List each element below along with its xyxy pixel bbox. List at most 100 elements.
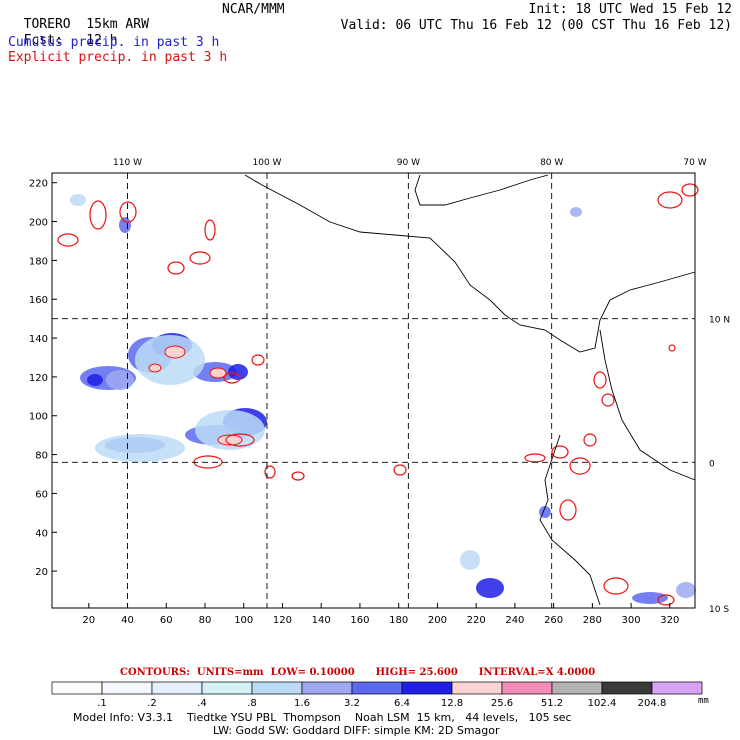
x-tick-label: 120 (273, 615, 292, 626)
contour-interval: INTERVAL=X 4.0000 (478, 667, 596, 678)
explicit-contour (89, 200, 107, 230)
colorbar-label: 3.2 (344, 698, 360, 709)
latitude-label: 10 S (709, 605, 729, 615)
cumulus-core (217, 434, 243, 446)
y-tick-label: 200 (29, 218, 48, 229)
x-tick-label: 260 (544, 615, 563, 626)
cumulus-cell (70, 194, 86, 206)
colorbar-label: 102.4 (588, 698, 617, 709)
colorbar-swatch (251, 681, 303, 695)
colorbar-label: .8 (247, 698, 257, 709)
explicit-contour (167, 261, 185, 275)
explicit-contour (204, 219, 216, 241)
longitude-label: 90 W (397, 158, 420, 168)
explicit-contour (601, 393, 615, 407)
colorbar-label: .2 (147, 698, 157, 709)
x-tick-label: 220 (467, 615, 486, 626)
y-tick-label: 80 (35, 451, 48, 462)
x-tick-label: 80 (199, 615, 212, 626)
longitude-label: 100 W (253, 158, 282, 168)
explicit-contour (668, 344, 676, 352)
explicit-contour (583, 433, 597, 447)
model-name: TORERO (23, 17, 71, 32)
colorbar-swatch (401, 681, 453, 695)
cumulus-cell (676, 582, 696, 598)
latitude-label: 0 (709, 459, 715, 469)
y-tick-label: 180 (29, 256, 48, 267)
x-tick-label: 140 (312, 615, 331, 626)
colorbar-unit: mm (698, 696, 709, 706)
y-tick-label: 140 (29, 334, 48, 345)
model-info-line1: Model Info: V3.3.1 Tiedtke YSU PBL Thomp… (73, 711, 572, 724)
latitude-label: 10 N (709, 316, 730, 326)
explicit-contour (593, 371, 607, 389)
explicit-contour (657, 191, 683, 209)
x-tick-label: 60 (160, 615, 173, 626)
x-tick-label: 300 (622, 615, 641, 626)
colorbar-swatch (351, 681, 403, 695)
cumulus-cell (195, 410, 265, 450)
explicit-contour (657, 594, 675, 606)
plot-frame (51, 172, 696, 609)
colorbar-swatch (451, 681, 503, 695)
coastline (244, 174, 696, 353)
cumulus-cell (460, 550, 480, 570)
x-tick-label: 20 (82, 615, 95, 626)
colorbar-swatch (151, 681, 203, 695)
colorbar-swatch (551, 681, 603, 695)
cumulus-cell (228, 364, 248, 380)
colorbar-label: 25.6 (491, 698, 513, 709)
explicit-contour (393, 464, 407, 476)
contour-units: UNITS=mm (196, 667, 264, 678)
cumulus-cell (632, 592, 668, 604)
cumulus-cell (476, 578, 504, 598)
fcst-label: Fcst: (23, 33, 63, 48)
explicit-contour (264, 465, 276, 479)
longitude-label: 80 W (540, 158, 563, 168)
colorbar-label: 51.2 (541, 698, 563, 709)
explicit-contour (223, 372, 241, 384)
colorbar-swatch (201, 681, 253, 695)
y-tick-label: 40 (35, 528, 48, 539)
cumulus-cell (95, 434, 185, 462)
valid-time: Valid: 06 UTC Thu 16 Feb 12 (00 CST Thu … (340, 18, 732, 33)
contour-high: HIGH= 25.600 (375, 667, 458, 678)
longitude-label: 70 W (683, 158, 706, 168)
contour-label: CONTOURS: (120, 667, 190, 678)
model-info-line2: LW: Godd SW: Goddard DIFF: simple KM: 2D… (213, 724, 500, 737)
x-tick-label: 320 (660, 615, 679, 626)
cumulus-cell (87, 374, 103, 386)
explicit-contour (251, 354, 265, 366)
cumulus-cell (119, 217, 131, 233)
contour-low: LOW= 0.10000 (270, 667, 355, 678)
colorbar-swatch (301, 681, 353, 695)
cumulus-core (164, 345, 186, 359)
x-tick-label: 40 (121, 615, 134, 626)
y-tick-label: 220 (29, 179, 48, 190)
colorbar-swatch (601, 681, 653, 695)
explicit-contour (603, 577, 629, 595)
cumulus-core (148, 363, 162, 373)
colorbar-swatch (101, 681, 153, 695)
x-tick-label: 160 (350, 615, 369, 626)
field-label-cumulus: Cumulus precip. in past 3 h (8, 35, 220, 50)
x-tick-label: 280 (583, 615, 602, 626)
longitude-label: 110 W (113, 158, 142, 168)
colorbar-swatch (651, 681, 703, 695)
colorbar-label: 1.6 (294, 698, 310, 709)
explicit-contour (119, 201, 137, 223)
explicit-contour (681, 183, 699, 197)
cumulus-cell (106, 370, 134, 390)
explicit-contour (57, 233, 79, 247)
explicit-contour (291, 471, 305, 481)
colorbar-label: 12.8 (441, 698, 463, 709)
x-tick-label: 200 (428, 615, 447, 626)
y-tick-label: 100 (29, 412, 48, 423)
colorbar-label: 204.8 (638, 698, 667, 709)
explicit-contour (569, 457, 591, 475)
coastline (539, 434, 601, 606)
center-name: NCAR/MMM (222, 2, 285, 17)
y-tick-label: 60 (35, 489, 48, 500)
cumulus-cell (135, 335, 205, 385)
